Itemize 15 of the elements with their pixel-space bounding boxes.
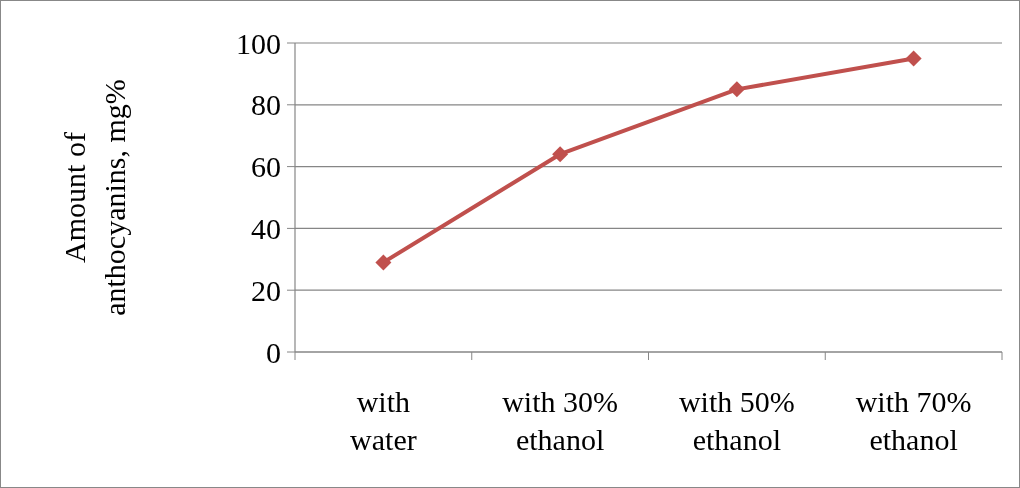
y-tick-label: 20: [251, 273, 281, 307]
y-tick-label: 100: [236, 26, 281, 60]
y-tick-label: 80: [251, 88, 281, 122]
y-axis-title: Amount of anthocyanins, mg%: [58, 79, 131, 316]
x-tick-label: with water: [350, 385, 417, 456]
point: [375, 254, 392, 271]
point: [552, 146, 569, 163]
point: [728, 81, 745, 98]
y-tick-label: 0: [266, 335, 281, 369]
point: [905, 50, 922, 67]
y-tick-label: 40: [251, 211, 281, 245]
x-tick-label: with 70% ethanol: [855, 385, 972, 456]
x-tick-label: with 30% ethanol: [502, 385, 619, 456]
x-tick-label: with 50% ethanol: [678, 385, 795, 456]
y-tick-label: 60: [251, 150, 281, 184]
